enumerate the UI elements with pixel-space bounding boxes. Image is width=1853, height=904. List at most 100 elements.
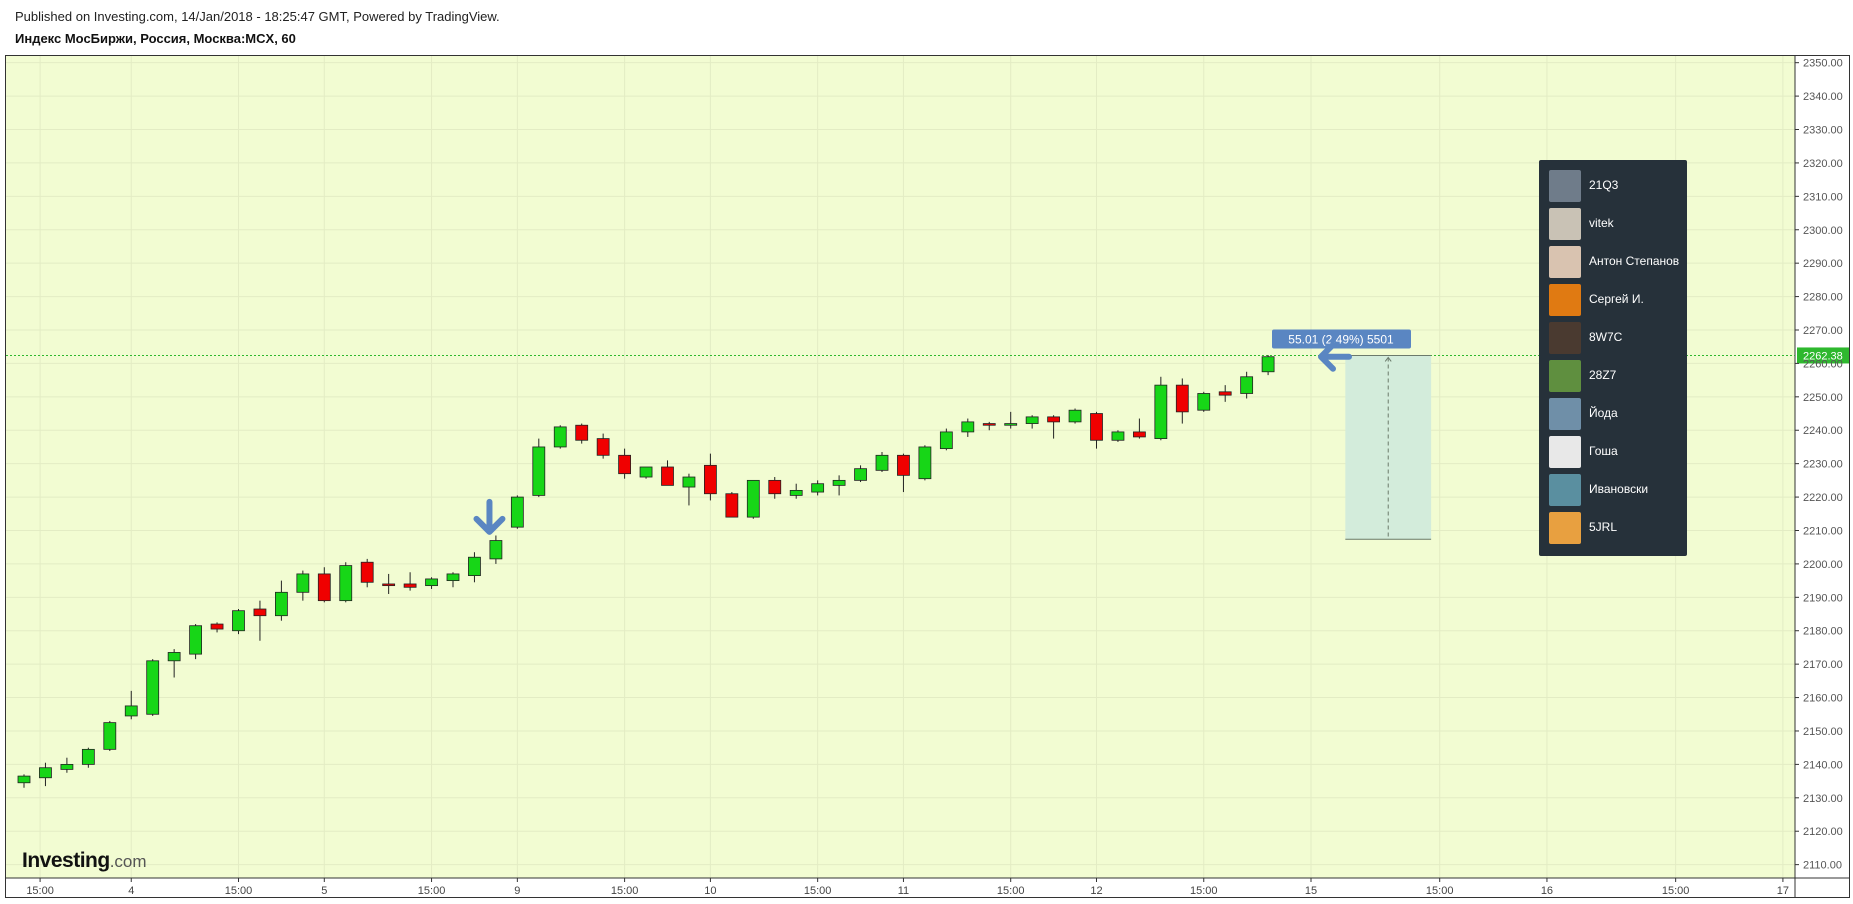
y-tick-label: 2290.00 [1803, 258, 1843, 270]
candle-body [639, 466, 653, 478]
candle-body [425, 578, 438, 587]
legend-item[interactable]: vitek [1549, 207, 1685, 241]
price-label: 2262.38 [1803, 350, 1843, 362]
candle [1175, 378, 1189, 424]
candle [832, 475, 846, 496]
candle [1218, 385, 1232, 402]
x-tick-label: 17 [1777, 885, 1789, 897]
legend-item[interactable]: Ивановски [1549, 473, 1685, 507]
x-tick-label: 16 [1541, 885, 1553, 897]
candle [60, 757, 74, 773]
x-tick-label: 15:00 [611, 885, 639, 897]
legend-name: 21Q3 [1589, 178, 1619, 192]
avatar [1549, 436, 1581, 468]
candle-body [1090, 413, 1103, 441]
candle [1133, 418, 1146, 439]
candle [189, 624, 203, 660]
price-label-bg [1797, 347, 1849, 364]
candle [103, 720, 117, 752]
candle [510, 495, 524, 529]
legend-item[interactable]: Сергей И. [1549, 283, 1685, 317]
candle [639, 466, 653, 479]
candle-body [854, 468, 867, 481]
legend-item[interactable]: 21Q3 [1549, 169, 1685, 203]
y-tick-label: 2330.00 [1803, 125, 1843, 137]
avatar [1549, 284, 1581, 316]
avatar [1549, 512, 1581, 544]
candle [875, 451, 889, 473]
y-tick-label: 2180.00 [1803, 626, 1843, 638]
candle [1025, 415, 1039, 429]
y-tick-label: 2340.00 [1803, 91, 1843, 103]
candle [746, 479, 760, 519]
x-tick-label: 4 [128, 885, 134, 897]
x-tick-label: 15:00 [1426, 885, 1454, 897]
candle [982, 421, 996, 431]
candle [897, 453, 910, 493]
avatar [1549, 474, 1581, 506]
candle-body [1154, 384, 1168, 439]
candle [1240, 371, 1254, 399]
candle-body [1004, 423, 1018, 426]
candle-body [339, 565, 353, 602]
candle-body [468, 556, 481, 576]
candle-body [832, 479, 846, 486]
legend-item[interactable]: 8W7C [1549, 321, 1685, 355]
measure-arrowhead [1384, 356, 1392, 362]
y-tick-label: 2310.00 [1803, 191, 1843, 203]
avatar [1549, 398, 1581, 430]
legend-item[interactable]: 28Z7 [1549, 359, 1685, 393]
y-axis: 2110.00 2120.00 2130.00 2140.00 2150.00 2160.… [1795, 58, 1843, 872]
candle-body [317, 573, 331, 602]
candle [1154, 376, 1168, 441]
candle-body [897, 454, 910, 476]
candle-body [1111, 431, 1125, 441]
candle-body [918, 446, 932, 480]
x-tick-label: 15:00 [225, 885, 253, 897]
candle [81, 747, 95, 768]
candle [17, 774, 31, 788]
candle-body [382, 583, 396, 587]
candle [425, 577, 438, 589]
x-tick-label: 12 [1090, 885, 1102, 897]
candle-body [189, 625, 203, 655]
y-tick-label: 2350.00 [1803, 58, 1843, 70]
candle-body [939, 431, 953, 450]
candle-body [661, 466, 674, 486]
candle [468, 552, 481, 583]
candle-body [296, 573, 310, 593]
avatar [1549, 170, 1581, 202]
candle-body [811, 483, 825, 493]
y-tick-label: 2140.00 [1803, 759, 1843, 771]
candle [1197, 391, 1211, 412]
y-tick-label: 2200.00 [1803, 559, 1843, 571]
candle [1004, 411, 1018, 429]
x-tick-label: 15:00 [26, 885, 54, 897]
legend-name: Ивановски [1589, 482, 1649, 496]
y-tick-label: 2130.00 [1803, 793, 1843, 805]
x-tick-label: 9 [514, 885, 520, 897]
candle-body [146, 660, 160, 715]
investing-logo: Investing.com [22, 849, 147, 873]
y-tick-label: 2160.00 [1803, 693, 1843, 705]
avatar [1549, 360, 1581, 392]
legend-item[interactable]: Гоша [1549, 435, 1685, 469]
y-tick-label: 2280.00 [1803, 292, 1843, 304]
x-axis: 15:00 4 15:00 5 15:00 9 15:00 10 15:00 11 15:00 12 1… [26, 878, 1789, 897]
candle [789, 483, 803, 499]
legend-name: Антон Степанов [1589, 254, 1680, 268]
legend-item[interactable]: Йода [1549, 397, 1685, 431]
candle [704, 453, 717, 501]
legend-item[interactable]: Антон Степанов [1549, 245, 1685, 279]
candle-body [1175, 384, 1189, 413]
candle-body [553, 426, 567, 448]
candle-body [39, 767, 52, 779]
candle-body [768, 479, 782, 495]
candle-body [253, 608, 267, 617]
candle [39, 762, 52, 787]
candle [918, 445, 932, 481]
legend-item[interactable]: 5JRL [1549, 511, 1685, 545]
candle-body [1218, 391, 1232, 396]
arrows [473, 341, 1352, 535]
